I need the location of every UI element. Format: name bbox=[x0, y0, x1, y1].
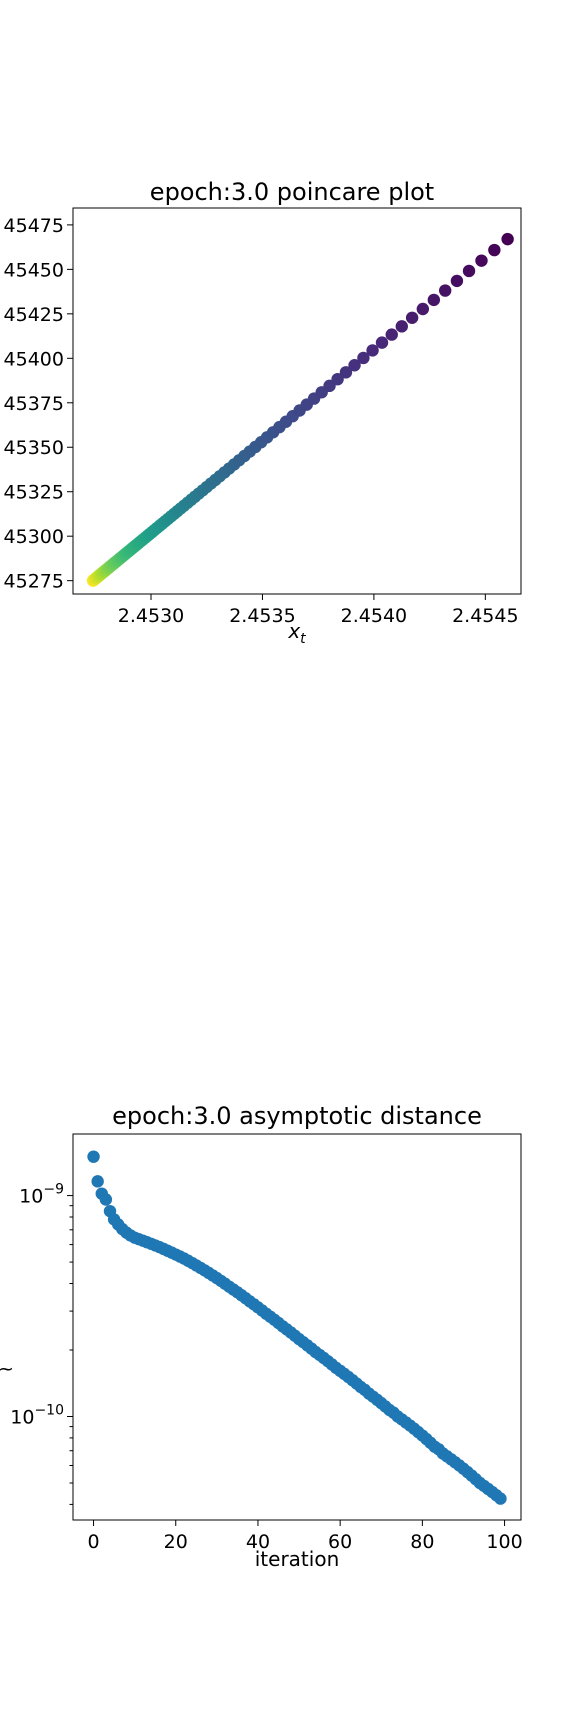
y-tick-label: 10−9 bbox=[19, 1182, 64, 1208]
y-tick-label: 10−10 bbox=[10, 1402, 64, 1428]
y-tick-label: 45450 bbox=[4, 259, 64, 281]
x-axis-ticks: 0 20 40 60 80 100 bbox=[88, 1520, 523, 1553]
scatter-point bbox=[450, 274, 464, 288]
y-tick-label: 45400 bbox=[4, 348, 64, 370]
x-tick-label: 80 bbox=[410, 1531, 434, 1553]
scatter-point bbox=[405, 311, 419, 324]
y-tick-label: 45375 bbox=[4, 393, 64, 415]
scatter-point bbox=[427, 293, 441, 307]
scatter-point bbox=[494, 1492, 507, 1505]
scatter-point bbox=[488, 243, 501, 257]
asymptotic-distance-chart: epoch:3.0 asymptotic distance 0 20 40 60 80 1… bbox=[0, 1102, 523, 1571]
scatter-point bbox=[395, 320, 408, 333]
plot-frame bbox=[72, 207, 522, 595]
x-axis-label: iteration bbox=[255, 1547, 340, 1571]
x-tick-label: 2.4540 bbox=[341, 605, 407, 627]
x-axis-ticks: 2.4530 2.4535 2.4540 2.4545 bbox=[118, 594, 519, 627]
y-tick-label: 45275 bbox=[4, 571, 64, 593]
y-tick-label: 45300 bbox=[4, 526, 64, 548]
y-tick-label: 45475 bbox=[4, 215, 64, 237]
scatter-point bbox=[357, 351, 370, 365]
scatter-point bbox=[385, 328, 398, 341]
scatter-point bbox=[475, 254, 488, 267]
scatter-point bbox=[331, 372, 344, 386]
x-tick-label: 2.4545 bbox=[452, 605, 518, 627]
scatter-point bbox=[462, 264, 476, 278]
y-tick-label: 45325 bbox=[4, 482, 64, 504]
plot-frame bbox=[72, 1133, 522, 1521]
scatter-point bbox=[416, 302, 430, 316]
scatter-point bbox=[91, 1175, 104, 1188]
clipped-y-label-fragment: ~ bbox=[0, 1358, 14, 1380]
poincare-chart: epoch:3.0 poincare plot 2.4530 2.4535 2.45… bbox=[4, 178, 522, 647]
x-axis-label-subscript: t bbox=[300, 631, 306, 647]
poincare-points bbox=[86, 232, 514, 587]
x-axis-label-base: x bbox=[287, 619, 300, 643]
y-tick-label: 45350 bbox=[4, 437, 64, 459]
y-axis-ticks: 45275 45300 45325 45350 45375 45400 45425 45450… bbox=[4, 215, 73, 593]
x-tick-label: 20 bbox=[164, 1531, 188, 1553]
scatter-point bbox=[366, 344, 379, 357]
y-tick-label: 45425 bbox=[4, 304, 64, 326]
x-tick-label: 100 bbox=[486, 1531, 522, 1553]
scatter-point bbox=[87, 1150, 100, 1163]
x-tick-label: 40 bbox=[246, 1531, 270, 1553]
x-tick-label: 2.4530 bbox=[118, 605, 184, 627]
scatter-point bbox=[99, 1193, 113, 1206]
distance-points bbox=[87, 1150, 507, 1505]
chart-title: epoch:3.0 poincare plot bbox=[150, 178, 434, 206]
scatter-point bbox=[348, 359, 361, 372]
chart-title: epoch:3.0 asymptotic distance bbox=[112, 1102, 482, 1130]
y-axis-ticks: 10−9 10−10 bbox=[10, 1182, 73, 1505]
x-tick-label: 60 bbox=[328, 1531, 352, 1553]
x-tick-label: 2.4535 bbox=[229, 605, 295, 627]
scatter-point bbox=[439, 284, 452, 297]
scatter-point bbox=[339, 366, 353, 379]
x-tick-label: 0 bbox=[88, 1531, 100, 1553]
scatter-point bbox=[375, 336, 389, 349]
x-axis-label: xt bbox=[287, 619, 306, 647]
scatter-point bbox=[501, 232, 514, 246]
